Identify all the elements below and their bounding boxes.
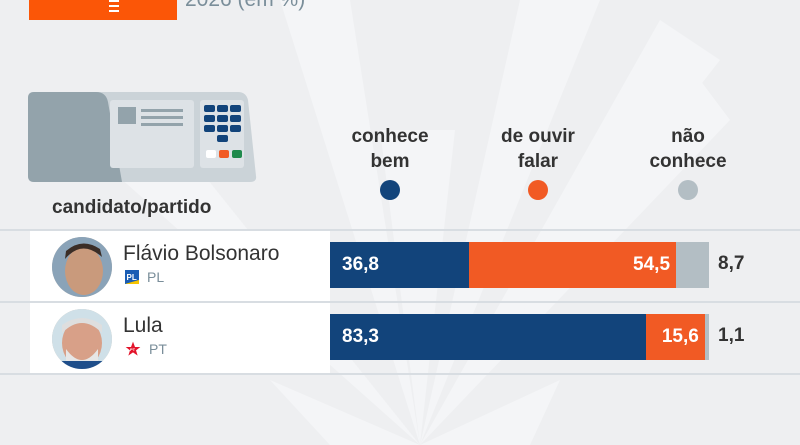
table-row: Flávio Bolsonaro PL PL 36,8 54,5 8,7 bbox=[0, 231, 800, 301]
bar-segment-heard-of: 15,6 bbox=[645, 314, 705, 360]
legend-dot-unknown bbox=[678, 180, 698, 200]
divider bbox=[0, 301, 800, 303]
candidate-column-header: candidato/partido bbox=[52, 197, 212, 218]
candidate-card: Flávio Bolsonaro PL PL bbox=[30, 231, 330, 301]
bar-segment-heard-of: 54,5 bbox=[469, 242, 677, 288]
stacked-bar: 83,3 15,6 bbox=[330, 314, 709, 360]
bar-segment-unknown bbox=[704, 314, 709, 360]
candidate-name: Lula bbox=[123, 314, 163, 337]
legend-dot-know-well bbox=[380, 180, 400, 200]
legend-unknown: não conhece bbox=[628, 124, 748, 200]
pt-star-icon: PT bbox=[125, 341, 141, 356]
party: PT PT bbox=[125, 341, 167, 357]
party-label: PL bbox=[147, 269, 165, 285]
table-row: Lula PT PT 83,3 15,6 1,1 bbox=[0, 303, 800, 373]
divider bbox=[0, 373, 800, 375]
unknown-value: 8,7 bbox=[718, 253, 745, 274]
svg-text:PL: PL bbox=[127, 273, 137, 282]
avatar bbox=[52, 237, 112, 297]
bar-segment-unknown bbox=[676, 242, 709, 288]
stacked-bar: 36,8 54,5 bbox=[330, 242, 709, 288]
voting-machine-icon bbox=[28, 92, 257, 182]
svg-text:PT: PT bbox=[130, 347, 136, 352]
legend-heard-of: de ouvir falar bbox=[478, 124, 598, 200]
pl-logo-icon: PL bbox=[125, 270, 139, 284]
database-stack-icon bbox=[109, 0, 119, 12]
unknown-value: 1,1 bbox=[718, 325, 745, 346]
legend-know-well: conhece bem bbox=[330, 124, 450, 200]
top-badge bbox=[29, 0, 177, 20]
legend-dot-heard-of bbox=[528, 180, 548, 200]
bar-segment-know-well: 36,8 bbox=[330, 242, 470, 288]
chart-subtitle: 2026 (em %) bbox=[185, 0, 305, 12]
candidate-card: Lula PT PT bbox=[30, 303, 330, 373]
party-label: PT bbox=[149, 341, 167, 357]
avatar bbox=[52, 309, 112, 369]
party: PL PL bbox=[125, 269, 164, 285]
bar-segment-know-well: 83,3 bbox=[330, 314, 646, 360]
candidate-name: Flávio Bolsonaro bbox=[123, 242, 280, 265]
divider bbox=[0, 229, 800, 231]
